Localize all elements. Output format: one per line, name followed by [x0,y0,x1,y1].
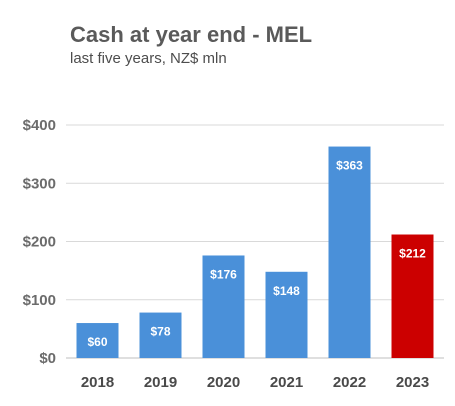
data-label: $60 [87,335,107,349]
data-label: $148 [273,284,300,298]
data-label: $78 [150,325,170,339]
bar [391,234,434,358]
y-tick-label: $0 [39,350,56,367]
chart-title: Cash at year end - MEL [70,22,313,47]
y-tick-label: $400 [23,117,56,134]
x-tick-label: 2020 [207,374,240,391]
y-tick-label: $200 [23,234,56,251]
data-label: $176 [210,267,237,281]
x-tick-label: 2018 [81,374,114,391]
bar [76,323,119,358]
bar [328,146,371,358]
x-tick-label: 2019 [144,374,177,391]
data-label: $212 [399,247,426,261]
bar [265,271,308,358]
y-tick-label: $300 [23,175,56,192]
x-tick-label: 2022 [333,374,366,391]
y-tick-label: $100 [23,292,56,309]
bar [202,255,245,358]
x-tick-label: 2023 [396,374,429,391]
x-tick-label: 2021 [270,374,303,391]
bar [139,312,182,358]
chart-subtitle: last five years, NZ$ mln [70,50,227,67]
data-label: $363 [336,159,363,173]
